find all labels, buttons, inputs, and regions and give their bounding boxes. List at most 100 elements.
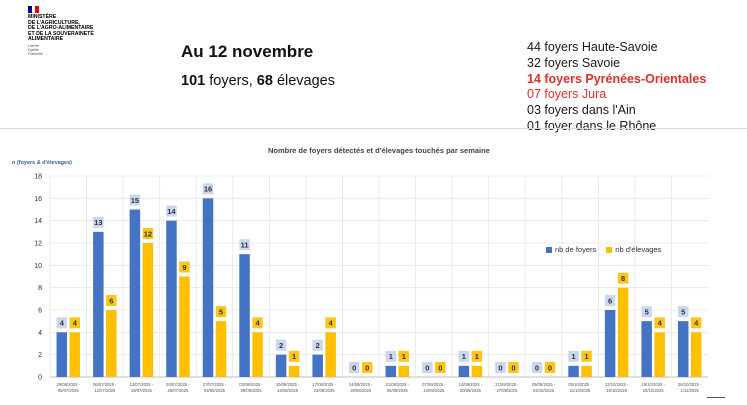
x-tick-label-start: 21/09/2025 - xyxy=(495,382,519,387)
legend-swatch-foyers xyxy=(546,246,552,253)
x-tick-label: 17/08/2025 -23/08/2025 xyxy=(312,382,336,393)
bar-elevages xyxy=(215,321,227,377)
y-tick-label: 12 xyxy=(34,241,42,248)
x-tick-label: 13/07/2025 -19/07/2025 xyxy=(130,382,154,393)
data-label-foyers: 0 xyxy=(352,363,356,372)
data-label-elevages: 1 xyxy=(292,352,296,361)
x-tick-label: 26/10/2025 -1/11/2025 xyxy=(678,382,702,393)
data-label-foyers: 1 xyxy=(389,352,393,361)
data-label-box-elevages xyxy=(508,362,519,373)
bar-foyers xyxy=(312,354,323,377)
y-tick-label: 8 xyxy=(38,285,42,292)
data-label-box-elevages xyxy=(471,350,483,362)
foyers-by-department-list: 44 foyers Haute-Savoie 32 foyers Savoie 14… xyxy=(527,40,706,135)
x-tick-label-start: 17/08/2025 - xyxy=(312,382,336,387)
data-label-foyers: 11 xyxy=(241,240,249,249)
x-tick-label-end: 30/08/2025 xyxy=(350,388,372,393)
x-tick-label-end: 13/09/2025 xyxy=(423,388,445,393)
french-flag-icon xyxy=(28,6,40,13)
bar-foyers xyxy=(275,354,287,377)
bar-foyers xyxy=(239,254,250,377)
data-label-foyers: 4 xyxy=(60,319,65,328)
data-label-box-elevages xyxy=(106,295,117,306)
y-tick-label: 16 xyxy=(34,196,42,203)
bar-foyers xyxy=(56,332,68,377)
x-tick-label-end: 16/08/2025 xyxy=(277,388,299,393)
foyers-list-item: 44 foyers Haute-Savoie xyxy=(527,40,658,54)
data-label-box-elevages xyxy=(325,317,336,329)
data-label-box-foyers xyxy=(495,362,506,373)
data-label-box-foyers xyxy=(568,350,579,362)
data-label-box-elevages xyxy=(654,317,665,329)
x-tick-label-end: 18/10/2025 xyxy=(606,388,628,393)
bar-foyers xyxy=(458,365,470,377)
legend-label-foyers: nb de foyers xyxy=(555,245,597,254)
data-label-box-elevages xyxy=(581,350,592,362)
bar-foyers xyxy=(129,209,141,377)
republic-motto: Liberté Égalité Fraternité xyxy=(28,43,43,56)
data-label-box-foyers xyxy=(604,295,616,306)
data-label-box-foyers xyxy=(385,350,397,362)
bar-foyers xyxy=(568,365,579,377)
x-tick-label-end: 25/10/2025 xyxy=(643,388,665,393)
data-label-foyers: 2 xyxy=(279,341,283,350)
bar-elevages xyxy=(142,243,154,377)
x-tick-label-end: 27/09/2025 xyxy=(496,388,518,393)
data-label-box-elevages xyxy=(690,317,702,329)
data-label-box-elevages xyxy=(544,362,556,373)
x-tick-label-start: 29/06/2025 - xyxy=(57,382,81,387)
x-tick-label: 19/10/2025 -25/10/2025 xyxy=(641,382,665,393)
data-label-box-elevages xyxy=(179,261,190,273)
bar-elevages xyxy=(471,365,483,377)
x-tick-label-end: 19/07/2025 xyxy=(131,388,153,393)
bar-elevages xyxy=(654,332,665,377)
data-label-elevages: 1 xyxy=(475,352,479,361)
x-tick-label: 31/08/2025 -06/09/2025 xyxy=(386,382,410,393)
data-label-elevages: 4 xyxy=(255,319,260,328)
x-tick-label: 28/09/2025 -04/10/2025 xyxy=(532,382,556,393)
x-tick-label-start: 06/07/2025 - xyxy=(93,382,117,387)
bar-elevages xyxy=(179,276,190,377)
data-label-elevages: 12 xyxy=(144,229,152,238)
data-label-box-elevages xyxy=(288,350,300,362)
bar-elevages xyxy=(106,310,117,377)
data-label-elevages: 4 xyxy=(73,319,78,328)
x-tick-label: 21/09/2025 -27/09/2025 xyxy=(495,382,519,393)
y-tick-label: 6 xyxy=(38,308,42,315)
bar-foyers xyxy=(93,231,104,377)
y-tick-label: 0 xyxy=(38,375,42,382)
legend-item-foyers: nb de foyers xyxy=(546,245,596,254)
x-tick-label: 27/07/2025 -02/08/2025 xyxy=(203,382,227,393)
data-label-elevages: 6 xyxy=(109,296,113,305)
x-tick-label-end: 26/07/2025 xyxy=(167,388,189,393)
data-label-elevages: 1 xyxy=(402,352,406,361)
data-label-box-elevages xyxy=(617,272,629,284)
x-tick-label: 20/07/2025 -26/07/2025 xyxy=(166,382,190,393)
x-tick-label-end: 02/08/2025 xyxy=(204,388,226,393)
foyers-list-item: 32 foyers Savoie xyxy=(527,55,621,70)
elevages-count: 68 xyxy=(256,73,273,89)
legend-item-elevages: nb d'élevages xyxy=(606,245,661,254)
data-label-foyers: 0 xyxy=(535,363,539,372)
data-label-elevages: 1 xyxy=(584,352,588,361)
data-label-foyers: 15 xyxy=(131,196,139,205)
data-label-foyers: 14 xyxy=(167,207,176,216)
x-tick-label-end: 11/10/2025 xyxy=(570,388,591,393)
x-tick-label-start: 31/08/2025 - xyxy=(386,382,410,387)
data-label-elevages: 4 xyxy=(329,319,334,328)
data-label-box-elevages xyxy=(361,362,373,373)
data-label-elevages: 0 xyxy=(365,363,369,372)
bar-elevages xyxy=(398,365,410,377)
x-tick-label-end: 06/09/2025 xyxy=(387,388,409,393)
x-tick-label-start: 05/10/2025 - xyxy=(568,382,592,387)
foyers-list-item: 01 foyer dans le Rhône xyxy=(527,118,657,133)
foyers-word: foyers, xyxy=(209,73,253,89)
y-tick-label: 18 xyxy=(34,174,42,181)
data-label-box-elevages xyxy=(252,317,263,329)
data-label-foyers: 2 xyxy=(316,341,320,350)
data-label-box-elevages xyxy=(215,306,227,318)
data-label-box-foyers xyxy=(239,239,250,251)
x-tick-label-start: 20/07/2025 - xyxy=(166,382,190,387)
divider xyxy=(0,128,747,129)
